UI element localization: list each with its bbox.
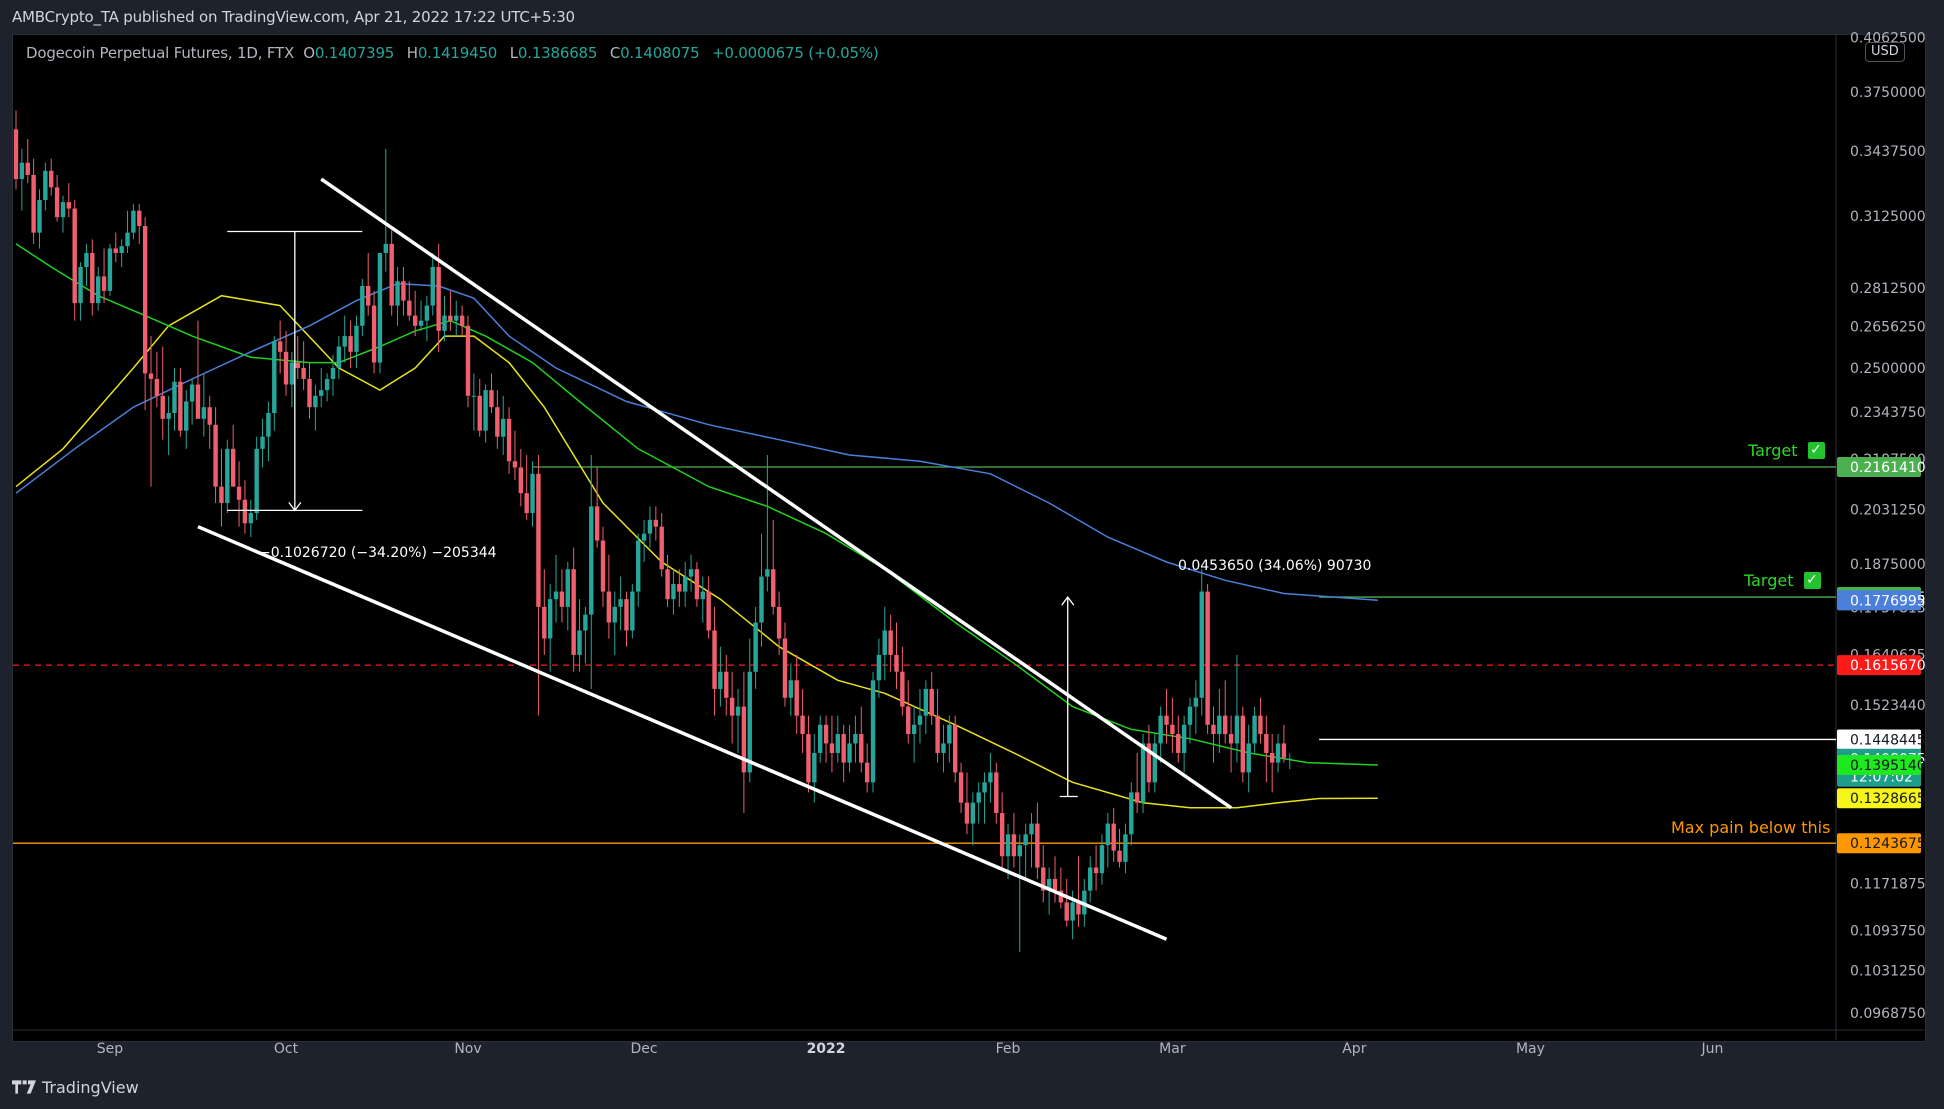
svg-text:0.2031250: 0.2031250 [1850,502,1926,518]
svg-text:0.1328665: 0.1328665 [1850,791,1926,807]
measure-tools[interactable] [227,230,1078,798]
svg-text:0.1093750: 0.1093750 [1850,924,1926,940]
open-label: O [303,44,315,62]
ma-blue-line [15,282,1378,602]
svg-text:Dec: Dec [631,1041,658,1057]
moving-averages [15,243,1378,809]
wedge-upper [320,177,1233,810]
ma-green-line [15,243,1378,766]
svg-text:0.1448445: 0.1448445 [1850,732,1926,748]
svg-text:Mar: Mar [1159,1041,1186,1057]
svg-text:0.1875000: 0.1875000 [1850,557,1926,573]
target-label-1: Target ✓ [1748,441,1825,460]
tradingview-logo-icon [12,1080,36,1094]
svg-text:0.1171875: 0.1171875 [1850,877,1926,893]
measure-down-label: −0.1026720 (−34.20%) −205344 [259,545,497,561]
svg-text:0.1395140: 0.1395140 [1850,758,1926,774]
measure-up-label: 0.0453650 (34.06%) 90730 [1178,558,1372,574]
svg-text:0.3750000: 0.3750000 [1850,85,1926,101]
footer-branding: TradingView [12,1076,139,1098]
target-text: Target [1744,571,1794,590]
svg-text:0.3125000: 0.3125000 [1850,209,1926,225]
wedge-lower [197,525,1168,941]
svg-text:0.0968750: 0.0968750 [1850,1006,1926,1022]
svg-text:Apr: Apr [1342,1041,1366,1057]
high-label: H [406,44,418,62]
open-value: 0.1407395 [314,44,395,62]
svg-text:Nov: Nov [454,1041,481,1057]
wedge-trendlines[interactable] [197,177,1233,941]
target-text: Target [1748,441,1798,460]
svg-text:0.2161410: 0.2161410 [1850,460,1926,476]
currency-badge[interactable]: USD [1865,42,1905,62]
svg-text:0.2812500: 0.2812500 [1850,281,1926,297]
svg-text:2022: 2022 [807,1041,846,1057]
svg-text:0.1776995: 0.1776995 [1850,593,1926,609]
svg-text:0.1243675: 0.1243675 [1850,836,1926,852]
low-label: L [509,44,518,62]
checkmark-icon: ✓ [1807,442,1825,459]
candlesticks [13,110,1292,952]
ma-yellow-line [15,294,1378,809]
svg-text:0.1615670: 0.1615670 [1850,658,1926,674]
ohlc-legend: Dogecoin Perpetual Futures, 1D, FTX O0.1… [26,44,887,62]
price-axis[interactable]: 0.40625000.37500000.34375000.31250000.28… [1850,31,1926,1023]
high-value: 0.1419450 [417,44,498,62]
svg-text:Sep: Sep [97,1041,124,1057]
svg-text:May: May [1516,1041,1545,1057]
svg-text:0.3437500: 0.3437500 [1850,144,1926,160]
price-labels: 0.21614100.17855050.17769950.16156700.14… [1837,457,1926,854]
chart-frame [12,34,1926,1042]
close-value: 0.1408075 [620,44,700,62]
time-axis[interactable]: Sep Oct Nov Dec 2022 Feb Mar Apr May Jun [97,1041,1724,1057]
axis-borders [13,35,1924,1040]
svg-text:Jun: Jun [1700,1041,1723,1057]
svg-text:0.2500000: 0.2500000 [1850,361,1926,377]
target-label-2: Target ✓ [1744,571,1821,590]
max-pain-label: Max pain below this [1671,818,1831,837]
publisher-line: AMBCrypto_TA published on TradingView.co… [12,8,575,26]
svg-text:Oct: Oct [274,1041,299,1057]
tradingview-brand[interactable]: TradingView [42,1077,139,1097]
svg-text:Feb: Feb [996,1041,1021,1057]
close-label: C [609,44,621,62]
change-value: +0.0000675 (+0.05%) [712,44,879,62]
svg-text:0.2343750: 0.2343750 [1850,405,1926,421]
svg-text:0.1031250: 0.1031250 [1850,964,1926,980]
low-value: 0.1386685 [517,44,598,62]
horizontal-levels [13,466,1836,844]
checkmark-icon: ✓ [1803,572,1821,589]
svg-text:0.2656250: 0.2656250 [1850,320,1926,336]
symbol-title[interactable]: Dogecoin Perpetual Futures, 1D, FTX [26,44,295,62]
svg-text:0.1523440: 0.1523440 [1850,698,1926,714]
